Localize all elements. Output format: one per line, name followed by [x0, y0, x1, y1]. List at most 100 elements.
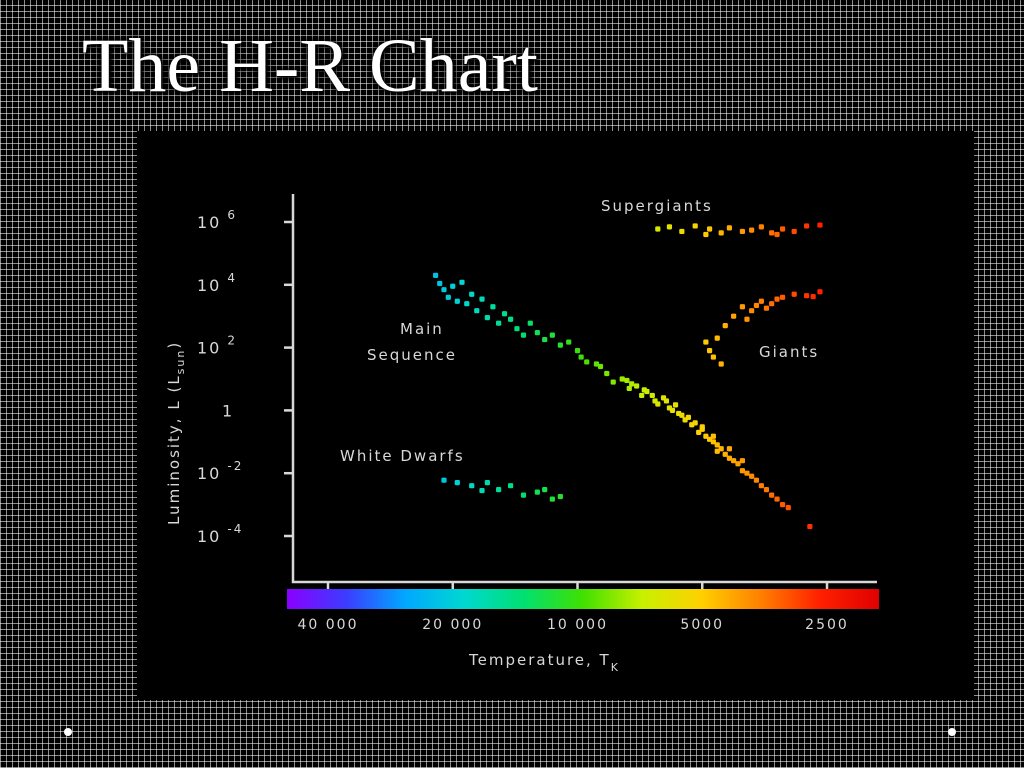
star-point: [649, 392, 655, 399]
y-tick-base: 10: [197, 527, 221, 546]
hr-chart-figure: 10 6 10 4 10 2 1 10 -2 10 -4 40 000 20 000 10 000 500…: [137, 131, 974, 700]
star-point: [692, 420, 698, 426]
star-point: [739, 468, 746, 474]
star-point: [791, 228, 797, 235]
star-point: [454, 298, 460, 304]
star-point: [817, 289, 823, 295]
chart-axes: [291, 194, 877, 584]
star-point: [706, 226, 713, 232]
y-tick-exponent: 2: [227, 334, 237, 348]
bullet-right: [948, 728, 956, 736]
axis-lines: [291, 194, 877, 584]
star-point: [508, 316, 514, 322]
label-giants: Giants: [759, 343, 819, 361]
star-point: [490, 304, 496, 310]
star-point: [692, 223, 698, 229]
star-point: [726, 225, 732, 231]
star-point: [641, 387, 647, 393]
y-tick-label: 10 6: [197, 208, 237, 232]
star-point: [706, 348, 713, 354]
star-point: [557, 493, 563, 500]
star-point: [749, 473, 755, 479]
y-tick-label: 1: [222, 401, 234, 420]
y-tick-base: 10: [197, 213, 221, 232]
star-point: [542, 487, 548, 493]
y-tick-exponent: -2: [227, 459, 243, 473]
star-point: [469, 483, 475, 489]
y-tick-label: 10 -2: [197, 459, 243, 483]
star-point: [749, 308, 755, 314]
x-tick-label: 20 000: [422, 617, 483, 633]
star-point: [501, 311, 508, 317]
y-axis-title: Luminosity, L (Lsun): [165, 341, 187, 525]
star-point: [450, 283, 456, 289]
star-point: [807, 523, 813, 530]
y-tick-label: 10 2: [197, 334, 237, 358]
star-point: [432, 272, 439, 278]
star-point: [703, 339, 709, 345]
y-tick-base: 10: [197, 339, 221, 358]
star-point: [722, 451, 728, 457]
star-point: [685, 414, 691, 420]
star-point: [739, 458, 746, 464]
star-point: [508, 483, 514, 489]
star-point: [714, 448, 720, 454]
star-point: [779, 226, 786, 232]
star-point: [663, 398, 670, 404]
series-white-dwarfs: [441, 477, 563, 502]
star-point: [445, 294, 451, 300]
star-point: [731, 458, 737, 464]
star-point: [763, 487, 770, 493]
star-point: [714, 335, 720, 341]
star-point: [774, 496, 780, 502]
star-point: [753, 302, 760, 309]
star-point: [703, 231, 709, 238]
star-point: [726, 455, 732, 461]
star-point: [710, 354, 716, 360]
star-point: [534, 489, 540, 495]
star-point: [634, 383, 640, 389]
star-point: [549, 332, 555, 338]
star-point: [549, 496, 555, 502]
star-point: [718, 230, 724, 236]
star-point: [557, 342, 563, 348]
star-point: [514, 326, 520, 332]
star-point: [753, 477, 760, 483]
star-point: [779, 294, 786, 300]
y-tick-base: 10: [197, 464, 221, 483]
label-white-dwarfs: White Dwarfs: [340, 447, 465, 465]
x-tick-label: 40 000: [298, 617, 359, 633]
star-point: [639, 392, 645, 399]
star-point: [437, 280, 443, 287]
star-point: [464, 301, 470, 307]
star-point: [739, 228, 746, 235]
star-point: [785, 505, 791, 511]
star-point: [774, 231, 780, 238]
y-tick-base: 10: [197, 276, 221, 295]
star-point: [604, 370, 610, 377]
label-main: Main: [400, 320, 444, 338]
star-point: [496, 320, 502, 326]
star-point: [534, 330, 540, 336]
y-axis-ticks: 10 6 10 4 10 2 1 10 -2 10 -4: [197, 208, 293, 546]
star-point: [804, 293, 810, 299]
star-point: [804, 223, 810, 229]
star-point: [714, 442, 720, 448]
star-point: [619, 376, 625, 382]
star-point: [469, 291, 475, 297]
star-point: [718, 446, 724, 452]
star-point: [610, 379, 616, 385]
y-tick-base: 1: [222, 401, 234, 420]
star-point: [769, 230, 775, 236]
y-tick-exponent: -4: [227, 522, 243, 536]
star-point: [624, 377, 630, 384]
star-point: [597, 363, 604, 370]
star-point: [758, 224, 764, 230]
star-point: [718, 361, 724, 367]
star-point: [527, 320, 533, 326]
star-point: [479, 296, 485, 302]
star-point: [735, 461, 741, 467]
x-axis-title: Temperature, TK: [468, 651, 620, 674]
star-point: [666, 224, 673, 230]
star-point: [672, 402, 679, 408]
